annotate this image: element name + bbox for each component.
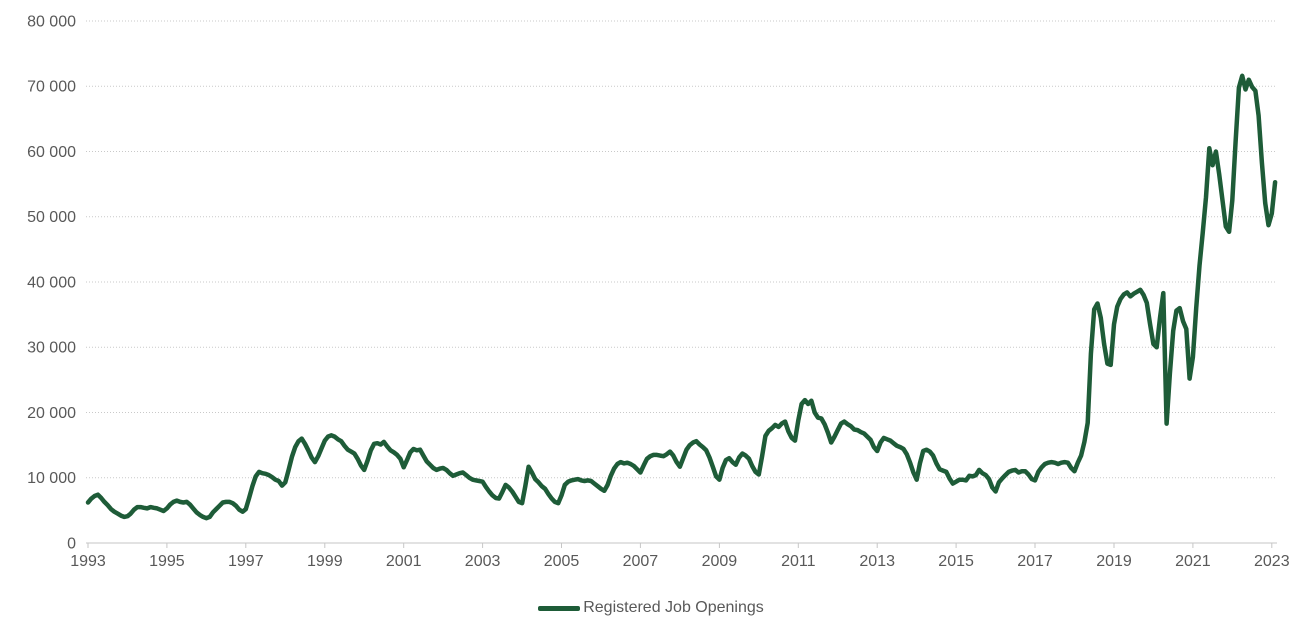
x-tick-label: 2009	[702, 553, 738, 570]
y-tick-label: 70 000	[27, 79, 76, 96]
x-tick-label: 2017	[1017, 553, 1053, 570]
y-tick-label: 10 000	[27, 470, 76, 487]
x-tick-label: 1993	[70, 553, 106, 570]
x-tick-label: 2013	[859, 553, 895, 570]
x-tick-label: 2023	[1254, 553, 1290, 570]
y-tick-label: 60 000	[27, 144, 76, 161]
x-tick-label: 2007	[623, 553, 659, 570]
x-tick-label: 1999	[307, 553, 343, 570]
x-tick-label: 2005	[544, 553, 580, 570]
x-tick-label: 2015	[938, 553, 974, 570]
y-tick-label: 80 000	[27, 13, 76, 30]
x-tick-label: 1995	[149, 553, 185, 570]
series-line-registered-job-openings	[85, 73, 1278, 521]
y-tick-label: 40 000	[27, 274, 76, 291]
y-tick-label: 50 000	[27, 209, 76, 226]
y-tick-label: 30 000	[27, 340, 76, 357]
y-tick-label: 20 000	[27, 405, 76, 422]
x-tick-label: 2003	[465, 553, 501, 570]
x-tick-label: 2019	[1096, 553, 1132, 570]
x-tick-label: 2001	[386, 553, 422, 570]
legend-line-swatch	[538, 605, 581, 611]
x-tick-label: 2011	[781, 553, 816, 570]
y-tick-label: 0	[67, 535, 76, 552]
legend: Registered Job Openings	[0, 595, 1302, 621]
x-tick-label: 1997	[228, 553, 264, 570]
x-tick-label: 2021	[1175, 553, 1211, 570]
legend-label: Registered Job Openings	[583, 599, 764, 616]
